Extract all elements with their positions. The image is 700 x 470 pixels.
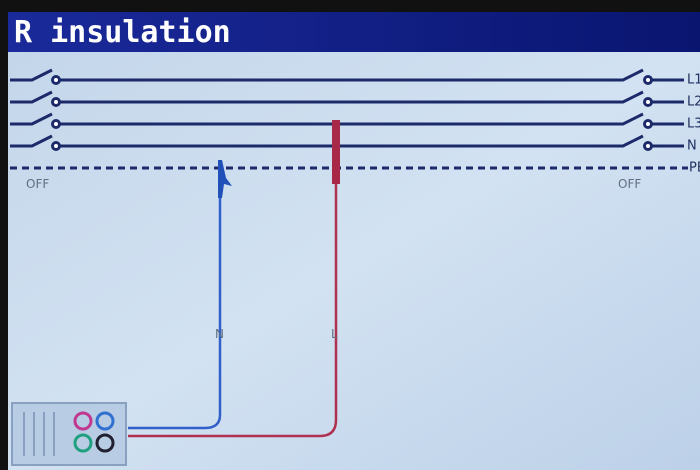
title: R insulation	[14, 15, 231, 50]
line-label: PE	[689, 161, 700, 176]
wire-label: N	[215, 327, 224, 341]
instrument-connector	[12, 403, 126, 465]
line-label: L2	[687, 95, 700, 110]
page: R insulation L1 L2 L3 N PE OFF OFF N L	[0, 0, 700, 470]
line-label: L1	[687, 73, 700, 88]
wire-label: L	[331, 327, 338, 341]
switch-state: OFF	[26, 177, 49, 191]
line-label: N	[687, 139, 697, 154]
screen: R insulation L1 L2 L3 N PE OFF OFF N L	[0, 0, 700, 470]
red-probe	[332, 120, 340, 184]
switch-state: OFF	[618, 177, 641, 191]
line-label: L3	[687, 117, 700, 132]
